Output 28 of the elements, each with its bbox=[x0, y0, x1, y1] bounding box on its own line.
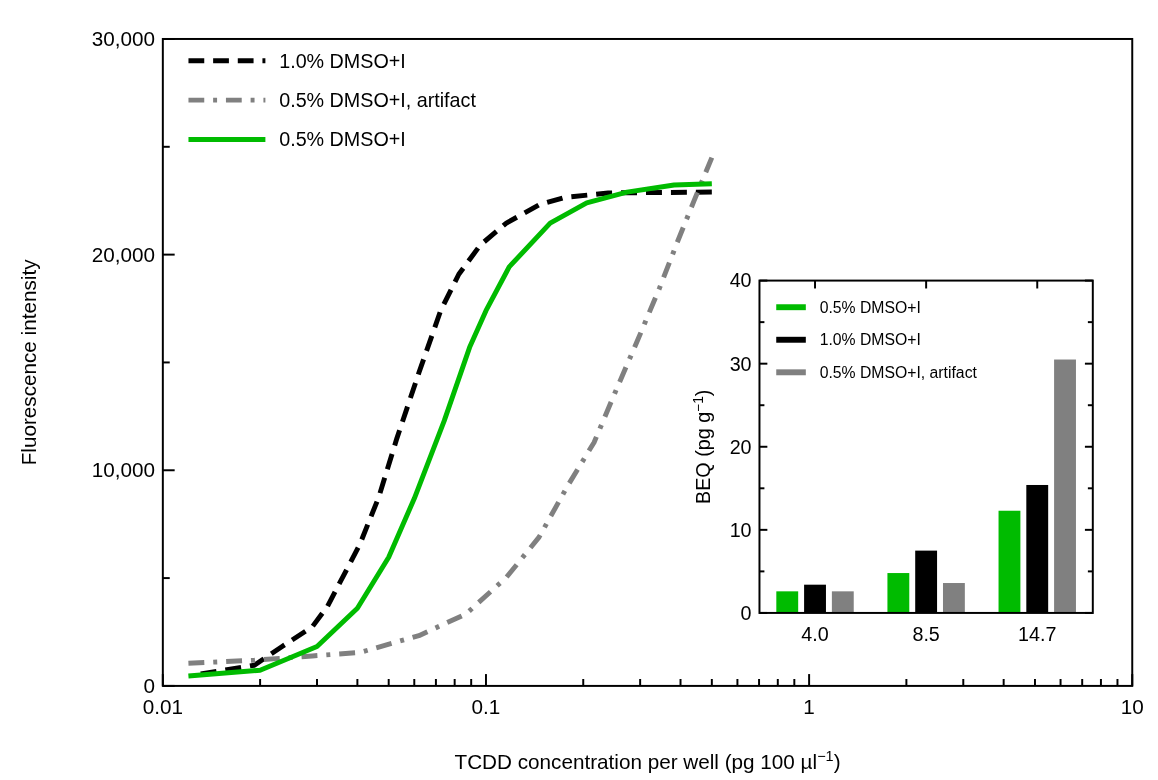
y-tick-label: 30,000 bbox=[91, 27, 155, 51]
bar bbox=[887, 573, 910, 613]
bar bbox=[942, 583, 965, 613]
legend-label: 0.5% DMSO+I bbox=[279, 128, 406, 151]
y-tick-label: 10,000 bbox=[91, 458, 155, 482]
y-tick-label: 0 bbox=[740, 601, 752, 624]
legend-label: 1.0% DMSO+I bbox=[819, 331, 921, 349]
bar bbox=[831, 591, 854, 613]
legend-label: 1.0% DMSO+I bbox=[279, 49, 406, 72]
x-tick-label: 10 bbox=[1120, 694, 1144, 718]
y-tick-label: 30 bbox=[729, 352, 752, 375]
x-tick-label: 4.0 bbox=[801, 622, 829, 645]
y-tick-label: 20,000 bbox=[91, 242, 155, 266]
bar bbox=[998, 510, 1021, 613]
y-tick-label: 20 bbox=[729, 435, 752, 458]
x-tick-label: 14.7 bbox=[1018, 622, 1057, 645]
legend-label: 0.5% DMSO+I, artifact bbox=[819, 363, 978, 381]
legend-label: 0.5% DMSO+I bbox=[819, 298, 921, 316]
legend-label: 0.5% DMSO+I, artifact bbox=[279, 89, 477, 112]
y-tick-label: 10 bbox=[729, 518, 752, 541]
y-axis-title: Fluorescence intensity bbox=[16, 258, 40, 466]
bar bbox=[1054, 359, 1076, 613]
x-tick-label: 1 bbox=[803, 694, 815, 718]
x-tick-label: 8.5 bbox=[912, 622, 940, 645]
x-tick-label: 0.1 bbox=[471, 694, 501, 718]
x-axis-title: TCDD concentration per well (pg 100 µl$^{−1}$) bbox=[454, 747, 841, 773]
y-tick-label: 40 bbox=[729, 269, 752, 292]
bar bbox=[776, 591, 799, 613]
